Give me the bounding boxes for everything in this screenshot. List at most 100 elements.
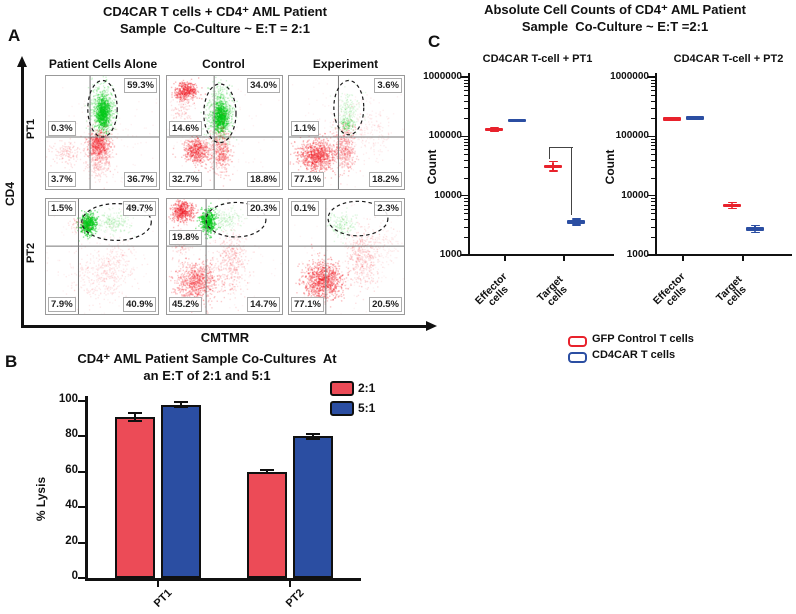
quadrant-percent-label: 32.7% (169, 172, 202, 187)
c-ytick-label: 1000 (626, 248, 649, 260)
error-bar-cap (260, 472, 274, 475)
bar-pt1-5to1 (161, 404, 201, 578)
c-xtick-mark (563, 256, 565, 261)
legend-label-2to1: 2:1 (358, 381, 376, 395)
error-bar-line (134, 413, 136, 421)
panel-a-y-axis-arrowhead (16, 56, 27, 67)
c-ytick-minor (651, 145, 655, 147)
c-ytick-minor (464, 167, 468, 169)
y-axis-label-percent-lysis: % Lysis (34, 476, 48, 522)
c-ytick-label: 1000000 (423, 71, 462, 82)
c-xtick-mark (682, 256, 684, 261)
flow-scatter-canvas (46, 199, 158, 314)
c-ytick-minor (651, 167, 655, 169)
panel-c-label: C (428, 32, 441, 51)
c-ytick-minor (464, 201, 468, 203)
counts-pt2-x-axis-line (655, 254, 792, 256)
c-ytick-minor (464, 145, 468, 147)
mean-marker-cd4car (508, 118, 526, 123)
panel-a-y-axis-line (21, 66, 24, 327)
c-ytick-minor (464, 154, 468, 156)
quadrant-percent-label: 40.9% (123, 297, 156, 312)
y-axis-label-cd4: CD4 (3, 182, 17, 207)
bar-pt1-2to1 (115, 416, 155, 578)
quadrant-percent-label: 3.6% (374, 78, 402, 93)
panel-c-title-line1: Absolute Cell Counts of CD4⁺ AML Patient (484, 2, 746, 17)
error-bar-cap (306, 437, 320, 440)
b-ytick-mark (78, 576, 85, 580)
b-ytick-mark (78, 435, 85, 438)
b-category-label-pt2: PT2 (283, 587, 307, 610)
error-bar-line (180, 401, 182, 408)
b-category-label-pt1: PT1 (151, 587, 175, 610)
c-xtick-mark (742, 256, 744, 261)
c-ytick-label: 1000000 (610, 71, 649, 82)
error-bar-cap (128, 419, 142, 422)
c-ytick-minor (651, 208, 655, 210)
error-bar-cap (306, 433, 320, 436)
c-ytick-minor (464, 213, 468, 215)
flow-plot-pt2-control: 19.8% 20.3% 45.2% 14.7% (166, 198, 283, 315)
c-ytick-major (461, 194, 468, 197)
b-ytick-mark (78, 470, 85, 473)
error-bar-cap (260, 469, 274, 472)
quadrant-percent-label: 0.1% (291, 201, 319, 216)
mean-marker-cd4car (686, 116, 704, 120)
whisker-cap (548, 170, 558, 172)
whisker-cap (750, 231, 760, 234)
panel-b-label: B (5, 352, 18, 371)
c-ytick-minor (651, 100, 655, 102)
quadrant-percent-label: 20.3% (247, 201, 280, 216)
legend-swatch-cd4car (568, 352, 587, 363)
quadrant-percent-label: 0.3% (48, 121, 76, 137)
row-label-pt1: PT1 (25, 118, 37, 140)
quadrant-percent-label: 45.2% (169, 297, 202, 312)
c-category-label-effector-cells: Effector cells (472, 270, 511, 309)
c-ytick-major (461, 76, 468, 78)
panel-b-title-line2: an E:T of 2:1 and 5:1 (143, 368, 271, 383)
bar-pt2-5to1 (293, 436, 333, 578)
row-label-pt2: PT2 (25, 242, 37, 264)
c-ytick-minor (464, 108, 468, 109)
c-ytick-major (648, 194, 655, 197)
c-ytick-minor (651, 213, 655, 215)
c-ytick-major (461, 254, 468, 256)
whisker-cap (489, 130, 499, 133)
c-ytick-minor (464, 79, 468, 81)
c-category-label-target-cells: Target cells (534, 273, 570, 309)
mean-marker-gfp (485, 127, 503, 132)
b-xtick-mark (157, 581, 159, 587)
quadrant-percent-label: 7.9% (48, 297, 76, 312)
b-ytick-label: 0 (71, 570, 78, 582)
c-ytick-minor (651, 86, 655, 88)
legend-swatch-2to1 (330, 381, 354, 396)
legend-label-cd4car: CD4CAR T cells (592, 349, 676, 361)
panel-a-title-line1: CD4CAR T cells + CD4⁺ AML Patient (103, 4, 327, 19)
quadrant-percent-label: 19.8% (169, 230, 202, 246)
x-axis-label-cmtmr: CMTMR (200, 330, 250, 345)
c-ytick-minor (651, 139, 655, 140)
subplot-title-pt1: CD4CAR T-cell + PT1 (482, 53, 593, 65)
panel-b-title-line1: CD4⁺ AML Patient Sample Co-Cultures At (77, 351, 337, 366)
flow-plot-pt2-experiment: 0.1% 2.3% 77.1% 20.5% (288, 198, 405, 315)
quadrant-percent-label: 77.1% (291, 172, 324, 187)
quadrant-percent-label: 1.1% (291, 121, 319, 137)
c-ytick-major (648, 135, 655, 138)
c-ytick-minor (651, 118, 655, 120)
column-header-patient-cells-alone: Patient Cells Alone (48, 57, 158, 71)
c-ytick-minor (651, 149, 655, 151)
c-ytick-minor (651, 79, 655, 81)
whisker-cap (727, 207, 737, 210)
column-header-control: Control (202, 57, 245, 71)
panel-c-title-line2: Sample Co-Culture ~ E:T =2:1 (521, 19, 709, 34)
c-ytick-minor (464, 219, 468, 221)
c-ytick-minor (651, 94, 655, 96)
mean-marker-gfp (663, 117, 681, 121)
legend-swatch-gfp-control (568, 336, 587, 347)
c-ytick-minor (464, 149, 468, 151)
c-ytick-minor (651, 237, 655, 239)
mean-marker-cd4car (567, 220, 585, 224)
whisker-cap (548, 160, 558, 163)
c-ytick-minor (464, 139, 468, 140)
